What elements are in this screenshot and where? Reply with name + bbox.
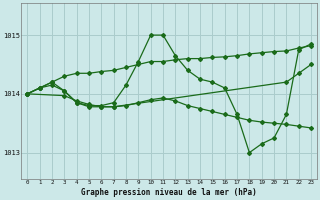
X-axis label: Graphe pression niveau de la mer (hPa): Graphe pression niveau de la mer (hPa) [81,188,257,197]
